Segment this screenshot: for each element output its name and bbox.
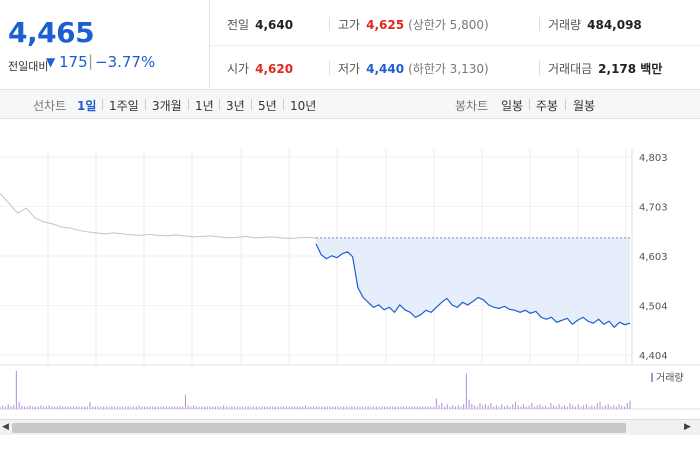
stat-trade-amount: 거래대금 2,178 백만 — [548, 60, 662, 77]
period-1w[interactable]: 1주일 — [109, 99, 139, 113]
period-1d[interactable]: 1일 — [77, 99, 97, 113]
stat-prev-close: 전일 4,640 — [227, 16, 293, 33]
chart-svg: 4,803 4,703 4,603 4,504 4,404 거래량 — [0, 149, 700, 410]
scroll-right-arrow-icon[interactable]: ▶ — [684, 422, 691, 432]
today-price-line — [315, 243, 631, 329]
stat-label: 저가 — [338, 62, 361, 76]
period-1y[interactable]: 1년 — [195, 99, 214, 113]
stat-sub: (하한가 3,130) — [408, 62, 489, 76]
stat-divider — [329, 61, 330, 75]
y-tick-label: 4,404 — [639, 351, 668, 362]
line-chart-label: 선차트 — [33, 99, 67, 113]
y-tick-label: 4,504 — [639, 302, 668, 313]
volume-legend-label: 거래량 — [656, 372, 684, 384]
period-5y[interactable]: 5년 — [258, 99, 277, 113]
stat-label: 전일 — [227, 18, 250, 32]
period-separator — [529, 99, 530, 110]
y-tick-label: 4,603 — [639, 252, 668, 263]
period-separator — [145, 99, 146, 110]
stat-value: 4,625 — [366, 18, 405, 32]
stat-divider — [539, 61, 540, 75]
stat-value: 4,440 — [366, 62, 405, 76]
volume-legend-swatch — [651, 373, 653, 382]
change-value: 175 — [59, 53, 88, 71]
period-separator — [102, 99, 103, 110]
triangle-down-icon: ▼ — [46, 55, 56, 69]
stat-open: 시가 4,620 — [227, 60, 293, 77]
stat-value: 2,178 백만 — [598, 62, 663, 76]
candle-weekly[interactable]: 주봉 — [536, 99, 559, 113]
candle-daily[interactable]: 일봉 — [501, 99, 524, 113]
period-separator — [219, 99, 220, 110]
stats-row-divider — [210, 45, 700, 46]
stat-label: 거래대금 — [548, 62, 593, 76]
stat-high: 고가 4,625 (상한가 5,800) — [338, 16, 489, 33]
stat-value: 4,620 — [255, 62, 294, 76]
period-separator — [565, 99, 566, 110]
stat-label: 시가 — [227, 62, 250, 76]
period-3m[interactable]: 3개월 — [152, 99, 182, 113]
stat-low: 저가 4,440 (하한가 3,130) — [338, 60, 489, 77]
previous-day-price-line — [0, 192, 317, 239]
stat-label: 거래량 — [548, 18, 582, 32]
current-price: 4,465 — [8, 16, 95, 49]
stat-value: 484,098 — [587, 18, 642, 32]
change-label: 전일대비 — [8, 60, 49, 73]
price-panel: 4,465 전일대비 ▼ 175 | −3.77% — [0, 0, 210, 90]
stat-volume: 거래량 484,098 — [548, 16, 642, 33]
period-separator — [188, 99, 189, 110]
quote-header: 4,465 전일대비 ▼ 175 | −3.77% 전일 4,640 고가 4,62… — [0, 0, 700, 90]
chart-scrollbar[interactable]: ◀ ▶ — [0, 419, 700, 435]
period-10y[interactable]: 10년 — [290, 99, 317, 113]
scrollbar-thumb[interactable] — [12, 423, 626, 433]
scroll-left-arrow-icon[interactable]: ◀ — [2, 422, 9, 432]
stat-sub: (상한가 5,800) — [408, 18, 489, 32]
stat-divider — [539, 17, 540, 31]
stat-value: 4,640 — [255, 18, 294, 32]
change-percent: −3.77% — [95, 53, 156, 71]
candle-chart-label: 봉차트 — [455, 99, 489, 113]
stat-divider — [329, 17, 330, 31]
price-area-fill — [316, 237, 630, 328]
period-separator — [283, 99, 284, 110]
candle-monthly[interactable]: 월봉 — [573, 99, 596, 113]
period-separator — [251, 99, 252, 110]
intraday-chart: 4,803 4,703 4,603 4,504 4,404 거래량 — [0, 119, 700, 416]
y-tick-label: 4,803 — [639, 153, 668, 164]
change-separator: | — [88, 52, 94, 70]
period-selector-bar: 선차트 1일 1주일 3개월 1년 3년 5년 10년 봉차트 일봉 주봉 월봉 — [0, 90, 700, 119]
period-3y[interactable]: 3년 — [226, 99, 245, 113]
y-tick-label: 4,703 — [639, 203, 668, 214]
stat-label: 고가 — [338, 18, 361, 32]
